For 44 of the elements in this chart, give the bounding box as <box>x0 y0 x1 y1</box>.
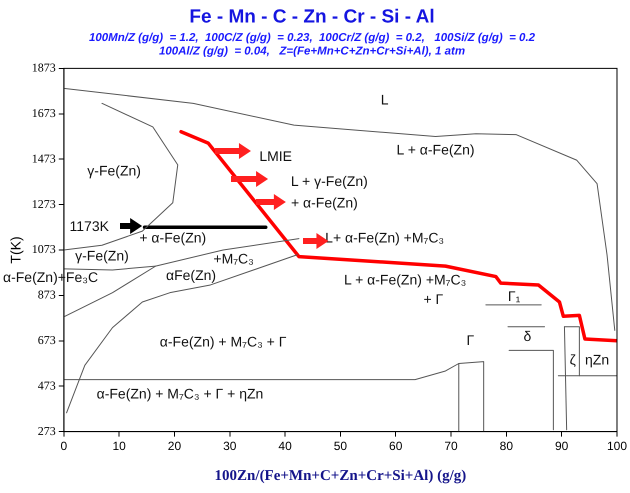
x-tick-label: 40 <box>278 439 292 454</box>
y-tick-label: 1473 <box>32 151 56 166</box>
annotation: δ <box>523 328 532 344</box>
x-axis-title: 100Zn/(Fe+Mn+C+Zn+Cr+Si+Al) (g/g) <box>214 468 466 484</box>
chart-title: Fe - Mn - C - Zn - Cr - Si - Al <box>189 6 435 28</box>
x-tick-label: 70 <box>444 439 458 454</box>
y-tick-label: 1273 <box>32 196 56 211</box>
annotation: + Γ <box>423 290 444 307</box>
x-tick-label: 80 <box>500 439 514 454</box>
annotation: 1173K <box>70 218 110 234</box>
chart-subtitle: 100Mn/Z (g/g) = 1.2, 100C/Z (g/g) = 0.23, 100Cr/Z (g/g) = 0.2, 100Si/Z (g/g) = 0.2 100Al/Z (g/g) = 0.04, Z=(Fe+Mn+C+Zn+Cr+Si+Al), 1 atm <box>88 32 536 58</box>
y-tick-label: 1873 <box>32 60 56 75</box>
annotation: ηZn <box>585 352 610 368</box>
annotation: α-Fe(Zn) + M₇C₃ + Γ <box>160 333 287 350</box>
annotation: α-Fe(Zn) + M₇C₃ + Γ + ηZn <box>96 385 264 402</box>
x-tick-label: 50 <box>334 439 348 454</box>
annotation: + α-Fe(Zn) <box>139 230 206 246</box>
annotation: L + γ-Fe(Zn) <box>290 172 368 189</box>
annotation: LMIE <box>259 148 292 164</box>
annotation: αFe(Zn) <box>166 267 216 284</box>
y-tick-label: 473 <box>38 378 56 392</box>
annotation: γ-Fe(Zn) <box>87 162 141 178</box>
annotation: L + α-Fe(Zn) <box>396 142 475 158</box>
annotation: γ-Fe(Zn) <box>75 247 129 264</box>
annotation: +M₇C₃ <box>213 250 254 266</box>
annotation: + α-Fe(Zn) <box>290 194 358 211</box>
x-tick-label: 10 <box>112 439 126 454</box>
x-tick-label: 0 <box>60 439 68 454</box>
y-tick-label: 273 <box>38 424 56 438</box>
y-tick-label: 1073 <box>32 242 56 256</box>
annotation: L + α-Fe(Zn) +M₇C₃ <box>344 272 466 288</box>
annotation: Γ₁ <box>508 288 521 304</box>
x-tick-label: 60 <box>389 439 403 454</box>
annotation: L <box>380 92 389 108</box>
y-tick-label: 1673 <box>32 106 56 120</box>
x-tick-label: 20 <box>168 439 182 454</box>
x-tick-label: 30 <box>223 439 237 454</box>
x-tick-label: 90 <box>554 439 569 454</box>
x-tick-label: 100 <box>606 439 628 454</box>
y-tick-label: 873 <box>38 288 56 302</box>
y-axis-title: T(K) <box>7 236 24 264</box>
annotation: ζ <box>570 352 576 368</box>
y-tick-label: 673 <box>38 332 56 347</box>
annotation: Γ <box>466 332 475 348</box>
